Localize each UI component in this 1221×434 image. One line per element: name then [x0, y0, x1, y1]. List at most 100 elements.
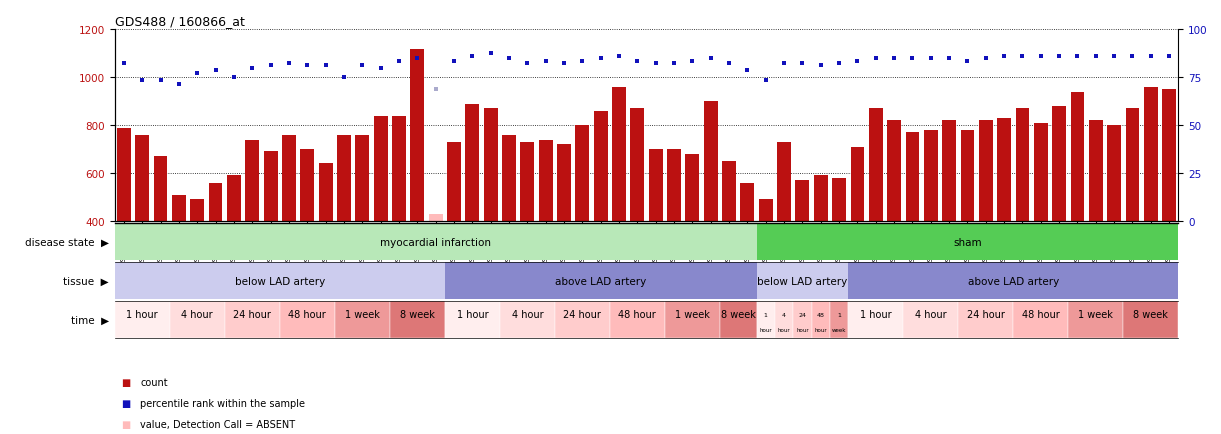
- Bar: [410, 49, 424, 221]
- Text: tissue  ▶: tissue ▶: [63, 276, 109, 286]
- Text: 48 hour: 48 hour: [288, 309, 326, 319]
- Bar: [961, 131, 974, 221]
- Bar: [904, 302, 958, 339]
- Bar: [812, 302, 830, 339]
- Bar: [720, 302, 757, 339]
- Bar: [190, 200, 204, 221]
- Bar: [740, 183, 755, 221]
- Text: 1: 1: [764, 312, 768, 317]
- Text: 1 week: 1 week: [675, 309, 709, 319]
- Bar: [1107, 126, 1121, 221]
- Bar: [575, 126, 590, 221]
- Text: GDS488 / 160866_at: GDS488 / 160866_at: [115, 15, 244, 28]
- Bar: [225, 302, 280, 339]
- Text: below LAD artery: below LAD artery: [234, 276, 325, 286]
- Bar: [392, 116, 405, 221]
- Text: value, Detection Call = ABSENT: value, Detection Call = ABSENT: [140, 419, 295, 428]
- Bar: [374, 116, 387, 221]
- Bar: [1123, 302, 1178, 339]
- Bar: [520, 142, 535, 221]
- Text: 1 hour: 1 hour: [127, 309, 158, 319]
- Bar: [300, 150, 314, 221]
- Text: percentile rank within the sample: percentile rank within the sample: [140, 398, 305, 408]
- Text: above LAD artery: above LAD artery: [556, 276, 646, 286]
- Text: 4 hour: 4 hour: [915, 309, 946, 319]
- Bar: [1013, 302, 1068, 339]
- Bar: [630, 109, 645, 221]
- Text: 1 week: 1 week: [1078, 309, 1114, 319]
- Bar: [1068, 302, 1123, 339]
- Bar: [830, 302, 849, 339]
- Bar: [958, 302, 1013, 339]
- Bar: [943, 121, 956, 221]
- Bar: [115, 263, 444, 299]
- Bar: [117, 128, 131, 221]
- Text: 4 hour: 4 hour: [182, 309, 214, 319]
- Bar: [609, 302, 665, 339]
- Bar: [814, 176, 828, 221]
- Bar: [758, 200, 773, 221]
- Text: 1 hour: 1 hour: [860, 309, 891, 319]
- Bar: [1126, 109, 1139, 221]
- Text: time  ▶: time ▶: [71, 315, 109, 325]
- Bar: [1016, 109, 1029, 221]
- Bar: [136, 135, 149, 221]
- Text: 8 week: 8 week: [1133, 309, 1168, 319]
- Bar: [667, 150, 681, 221]
- Bar: [796, 181, 810, 221]
- Text: myocardial infarction: myocardial infarction: [380, 237, 491, 247]
- Bar: [245, 140, 259, 221]
- Bar: [777, 142, 791, 221]
- Bar: [757, 302, 775, 339]
- Bar: [775, 302, 794, 339]
- Bar: [849, 302, 904, 339]
- Text: hour: hour: [759, 327, 772, 332]
- Bar: [906, 133, 919, 221]
- Text: above LAD artery: above LAD artery: [967, 276, 1059, 286]
- Text: ■: ■: [121, 398, 131, 408]
- Bar: [557, 145, 571, 221]
- Bar: [685, 155, 700, 221]
- Text: 8 week: 8 week: [720, 309, 756, 319]
- Text: below LAD artery: below LAD artery: [757, 276, 847, 286]
- Text: 1 week: 1 week: [344, 309, 380, 319]
- Text: 48: 48: [817, 312, 824, 317]
- Bar: [593, 112, 608, 221]
- Bar: [703, 102, 718, 221]
- Text: 24 hour: 24 hour: [233, 309, 271, 319]
- Text: 4 hour: 4 hour: [512, 309, 543, 319]
- Bar: [554, 302, 609, 339]
- Bar: [1053, 107, 1066, 221]
- Bar: [1034, 123, 1048, 221]
- Bar: [979, 121, 993, 221]
- Bar: [429, 214, 442, 221]
- Bar: [447, 142, 460, 221]
- Text: 24: 24: [799, 312, 806, 317]
- Text: 24 hour: 24 hour: [563, 309, 601, 319]
- Bar: [1144, 88, 1158, 221]
- Bar: [757, 224, 1178, 260]
- Text: ■: ■: [121, 377, 131, 387]
- Bar: [648, 150, 663, 221]
- Bar: [264, 152, 277, 221]
- Text: hour: hour: [796, 327, 808, 332]
- Bar: [172, 195, 186, 221]
- Text: 24 hour: 24 hour: [967, 309, 1005, 319]
- Bar: [227, 176, 241, 221]
- Bar: [851, 147, 864, 221]
- Bar: [794, 302, 812, 339]
- Bar: [1089, 121, 1103, 221]
- Bar: [335, 302, 389, 339]
- Bar: [209, 183, 222, 221]
- Bar: [924, 131, 938, 221]
- Bar: [319, 164, 332, 221]
- Bar: [389, 302, 444, 339]
- Text: hour: hour: [814, 327, 827, 332]
- Bar: [337, 135, 350, 221]
- Bar: [888, 121, 901, 221]
- Bar: [484, 109, 497, 221]
- Text: hour: hour: [778, 327, 790, 332]
- Bar: [1162, 90, 1176, 221]
- Bar: [849, 263, 1178, 299]
- Text: sham: sham: [954, 237, 982, 247]
